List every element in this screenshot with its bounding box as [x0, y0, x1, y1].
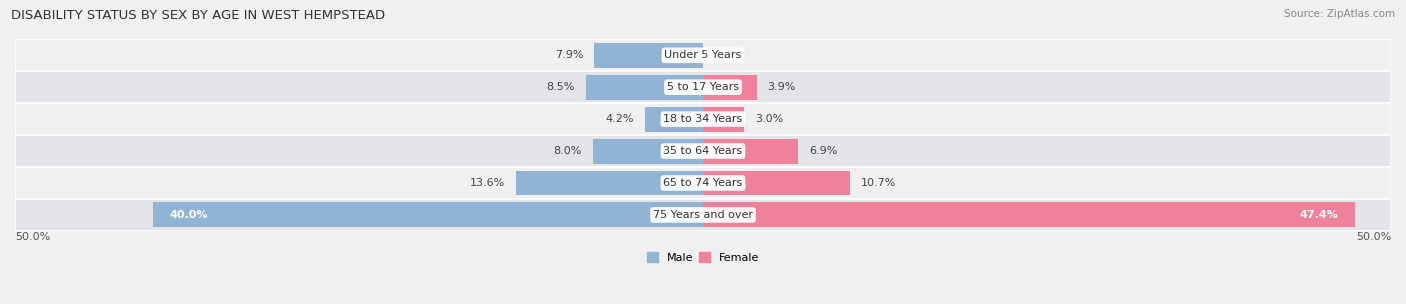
- Text: 8.0%: 8.0%: [554, 146, 582, 156]
- Bar: [15, 103, 1391, 135]
- Bar: [153, 202, 703, 227]
- Text: 4.2%: 4.2%: [606, 114, 634, 124]
- Bar: [703, 139, 799, 164]
- Text: 65 to 74 Years: 65 to 74 Years: [664, 178, 742, 188]
- Bar: [703, 107, 744, 132]
- Bar: [645, 107, 703, 132]
- Bar: [593, 139, 703, 164]
- Text: 13.6%: 13.6%: [470, 178, 505, 188]
- Bar: [516, 171, 703, 195]
- Text: DISABILITY STATUS BY SEX BY AGE IN WEST HEMPSTEAD: DISABILITY STATUS BY SEX BY AGE IN WEST …: [11, 9, 385, 22]
- Bar: [15, 39, 1391, 71]
- Text: 7.9%: 7.9%: [555, 50, 583, 60]
- Text: 35 to 64 Years: 35 to 64 Years: [664, 146, 742, 156]
- Bar: [703, 202, 1355, 227]
- Text: 3.0%: 3.0%: [755, 114, 783, 124]
- Text: 40.0%: 40.0%: [169, 210, 208, 220]
- Text: 3.9%: 3.9%: [768, 82, 796, 92]
- Bar: [586, 75, 703, 100]
- Bar: [703, 171, 851, 195]
- Text: 0.0%: 0.0%: [714, 50, 742, 60]
- Text: Under 5 Years: Under 5 Years: [665, 50, 741, 60]
- Bar: [595, 43, 703, 68]
- Text: 50.0%: 50.0%: [1355, 232, 1391, 242]
- Bar: [15, 199, 1391, 231]
- Bar: [703, 75, 756, 100]
- Bar: [15, 135, 1391, 167]
- Text: 18 to 34 Years: 18 to 34 Years: [664, 114, 742, 124]
- Bar: [15, 167, 1391, 199]
- Text: 6.9%: 6.9%: [808, 146, 838, 156]
- Text: 47.4%: 47.4%: [1299, 210, 1339, 220]
- Legend: Male, Female: Male, Female: [643, 248, 763, 268]
- Text: 8.5%: 8.5%: [547, 82, 575, 92]
- Text: 5 to 17 Years: 5 to 17 Years: [666, 82, 740, 92]
- Text: 75 Years and over: 75 Years and over: [652, 210, 754, 220]
- Text: Source: ZipAtlas.com: Source: ZipAtlas.com: [1284, 9, 1395, 19]
- Text: 10.7%: 10.7%: [862, 178, 897, 188]
- Bar: [15, 71, 1391, 103]
- Text: 50.0%: 50.0%: [15, 232, 51, 242]
